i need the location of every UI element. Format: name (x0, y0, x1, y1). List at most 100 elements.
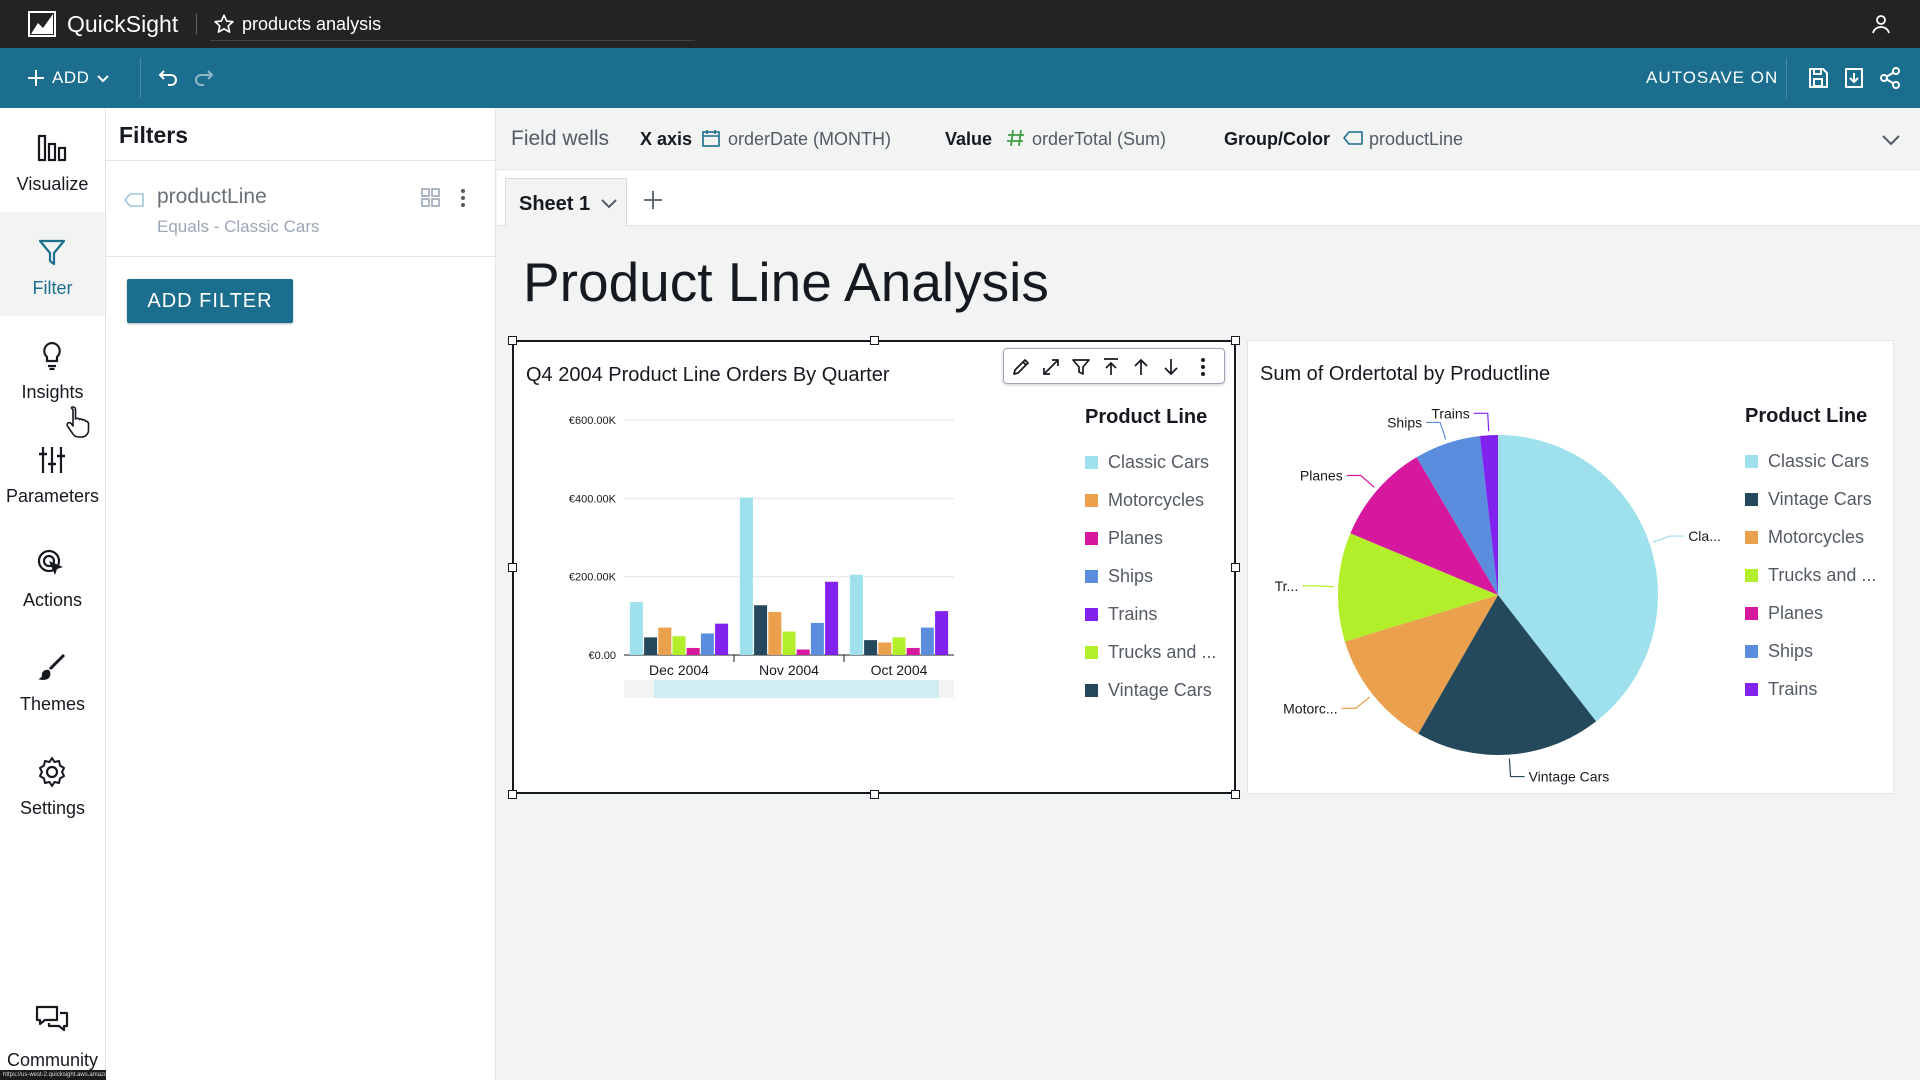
legend-item[interactable]: Trains (1745, 670, 1876, 708)
more-options-icon[interactable] (458, 187, 468, 209)
share-icon[interactable] (1878, 66, 1902, 90)
legend-item[interactable]: Motorcycles (1085, 481, 1216, 519)
bar[interactable] (686, 647, 700, 655)
analysis-name[interactable]: products analysis (242, 14, 382, 34)
resize-handle[interactable] (1231, 790, 1240, 799)
bar[interactable] (768, 611, 782, 655)
resize-handle[interactable] (1231, 563, 1240, 572)
nav-filter[interactable]: Filter (0, 212, 105, 316)
bar[interactable] (906, 647, 920, 655)
bar[interactable] (796, 649, 810, 655)
user-icon[interactable] (1870, 13, 1892, 35)
legend-item[interactable]: Trucks and ... (1745, 556, 1876, 594)
bar[interactable] (644, 637, 658, 655)
pie-slice[interactable] (1418, 595, 1597, 755)
grid-icon[interactable] (420, 187, 442, 209)
bar[interactable] (658, 627, 672, 655)
slice-label: Trains (1431, 405, 1469, 421)
pie-slice[interactable] (1350, 457, 1498, 595)
bar[interactable] (672, 636, 686, 655)
resize-handle[interactable] (508, 790, 517, 799)
bar[interactable] (739, 497, 753, 655)
bar[interactable] (849, 574, 863, 655)
resize-handle[interactable] (870, 790, 879, 799)
bar[interactable] (935, 611, 949, 655)
slice-label: Cla... (1688, 528, 1721, 544)
undo-icon[interactable] (156, 66, 180, 90)
legend-item[interactable]: Motorcycles (1745, 518, 1876, 556)
legend-title: Product Line (1745, 405, 1868, 427)
group-color-field[interactable]: productLine (1369, 129, 1464, 149)
x-axis-field[interactable]: orderDate (MONTH) (728, 129, 892, 149)
sheet-title[interactable]: Product Line Analysis (523, 251, 1049, 313)
filter-icon[interactable] (1070, 356, 1092, 378)
more-options-icon[interactable] (1192, 356, 1214, 378)
bar[interactable] (715, 623, 729, 655)
nav-visualize[interactable]: Visualize (0, 108, 105, 212)
hash-icon (1007, 129, 1024, 147)
nav-themes[interactable]: Themes (0, 628, 105, 732)
nav-settings[interactable]: Settings (0, 732, 105, 836)
bar[interactable] (629, 602, 643, 655)
nav-actions[interactable]: Actions (0, 524, 105, 628)
filter-card[interactable]: productLine Equals - Classic Cars (106, 161, 496, 257)
scroll-thumb[interactable] (654, 680, 939, 698)
legend-item[interactable]: Ships (1745, 632, 1876, 670)
tab-sheet-1[interactable]: Sheet 1 (505, 178, 627, 226)
add-sheet-icon[interactable] (642, 189, 664, 211)
legend-item[interactable]: Planes (1745, 594, 1876, 632)
bar[interactable] (782, 631, 796, 656)
quicksight-logo-icon[interactable] (28, 11, 56, 37)
redo-icon[interactable] (192, 66, 216, 90)
star-icon[interactable] (213, 13, 235, 35)
add-filter-button[interactable]: ADD FILTER (127, 279, 293, 323)
arrow-down-icon[interactable] (1160, 356, 1182, 378)
pie-slice[interactable] (1338, 533, 1498, 642)
bar[interactable] (754, 605, 768, 655)
legend-item[interactable]: Vintage Cars (1085, 671, 1216, 709)
pie-slice[interactable] (1416, 436, 1498, 595)
save-icon[interactable] (1806, 66, 1830, 90)
filter-condition: Equals - Classic Cars (157, 217, 320, 236)
bar[interactable] (920, 627, 934, 655)
legend-item[interactable]: Classic Cars (1745, 442, 1876, 480)
resize-handle[interactable] (508, 336, 517, 345)
bar[interactable] (878, 642, 892, 655)
export-icon[interactable] (1842, 66, 1866, 90)
legend-item[interactable]: Classic Cars (1085, 443, 1216, 481)
move-to-top-icon[interactable] (1100, 356, 1122, 378)
pie-slice[interactable] (1344, 595, 1498, 734)
chevron-down-icon[interactable] (1879, 128, 1903, 152)
legend-item[interactable]: Vintage Cars (1745, 480, 1876, 518)
sliders-icon (39, 447, 65, 473)
y-tick-label: €600.00K (569, 415, 617, 427)
legend-item[interactable]: Trucks and ... (1085, 633, 1216, 671)
field-wells[interactable]: Field wells X axis orderDate (MONTH) Val… (497, 108, 1920, 170)
autosave-status[interactable]: AUTOSAVE ON (1646, 68, 1779, 87)
resize-handle[interactable] (508, 563, 517, 572)
bar[interactable] (864, 640, 878, 655)
bar[interactable] (825, 581, 839, 655)
bar[interactable] (892, 637, 906, 655)
nav-parameters[interactable]: Parameters (0, 420, 105, 524)
resize-handle[interactable] (870, 336, 879, 345)
bar-chart-visual[interactable]: €0.00 €200.00K €400.00K €600.00K Dec 2004 Nov… (508, 336, 1240, 799)
value-field[interactable]: orderTotal (Sum) (1032, 129, 1167, 149)
legend-item[interactable]: Ships (1085, 557, 1216, 595)
nav-insights[interactable]: Insights (0, 316, 105, 420)
legend-item[interactable]: Trains (1085, 595, 1216, 633)
legend-item[interactable]: Planes (1085, 519, 1216, 557)
expand-icon[interactable] (1040, 356, 1062, 378)
arrow-up-icon[interactable] (1130, 356, 1152, 378)
bar[interactable] (700, 633, 714, 655)
chevron-down-icon[interactable] (598, 193, 620, 215)
pie-chart-visual[interactable]: Cla... Vintage Cars Motorc... Tr... Planes Sh… (1247, 340, 1894, 794)
pie-slice[interactable] (1498, 435, 1658, 722)
edit-icon[interactable] (1010, 356, 1032, 378)
divider (140, 58, 141, 98)
bar[interactable] (810, 622, 824, 655)
pie-slice[interactable] (1479, 435, 1498, 595)
nav-community[interactable]: Community (0, 988, 105, 1080)
add-button[interactable]: ADD (26, 66, 111, 90)
resize-handle[interactable] (1231, 336, 1240, 345)
